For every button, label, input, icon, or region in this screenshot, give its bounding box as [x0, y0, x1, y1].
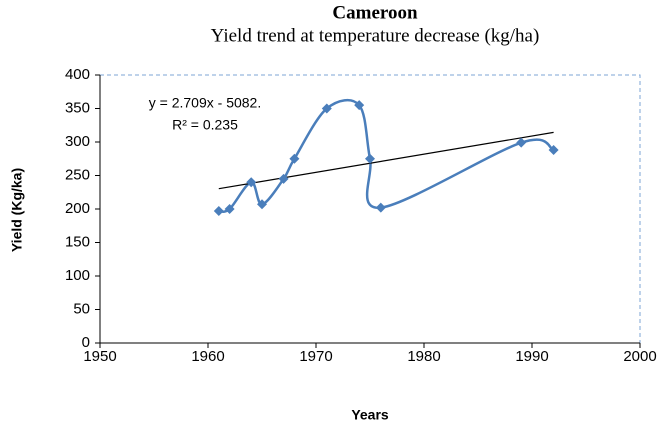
data-point: [321, 103, 332, 114]
y-tick-label: 0: [82, 334, 90, 351]
y-tick-label: 100: [65, 267, 90, 284]
data-point: [213, 206, 224, 217]
trend-r2: R² = 0.235: [172, 117, 238, 133]
x-axis-label: Years: [351, 407, 389, 423]
x-tick-label: 2000: [623, 348, 656, 365]
chart-subtitle: Yield trend at temperature decrease (kg/…: [211, 25, 540, 46]
x-tick-label: 1990: [515, 348, 548, 365]
data-point: [289, 153, 300, 164]
trendline: [218, 131, 554, 190]
x-tick-label: 1980: [407, 348, 440, 365]
x-tick-label: 1970: [299, 348, 332, 365]
y-tick-label: 50: [73, 300, 90, 317]
chart-title: Cameroon: [332, 2, 418, 23]
data-point: [354, 100, 365, 111]
x-tick-label: 1960: [191, 348, 224, 365]
data-point: [257, 199, 267, 210]
data-point: [246, 177, 257, 188]
plot-border: [100, 74, 641, 343]
data-point: [548, 145, 559, 156]
data-point: [278, 173, 289, 184]
x-tick-label: 1950: [83, 348, 116, 365]
y-tick-label: 300: [65, 133, 90, 150]
data-point: [224, 204, 235, 214]
data-point: [516, 137, 527, 148]
data-point: [375, 202, 386, 213]
series-line: [218, 98, 555, 213]
y-tick-label: 350: [65, 99, 90, 116]
trend-equation: y = 2.709x - 5082.: [149, 95, 261, 111]
data-point: [365, 153, 375, 164]
y-tick-label: 150: [65, 233, 90, 250]
y-tick-label: 200: [65, 200, 90, 217]
y-tick-label: 250: [65, 166, 90, 183]
y-tick-label: 400: [65, 66, 90, 83]
y-axis-label: Yield (Kg/ka): [9, 168, 25, 252]
